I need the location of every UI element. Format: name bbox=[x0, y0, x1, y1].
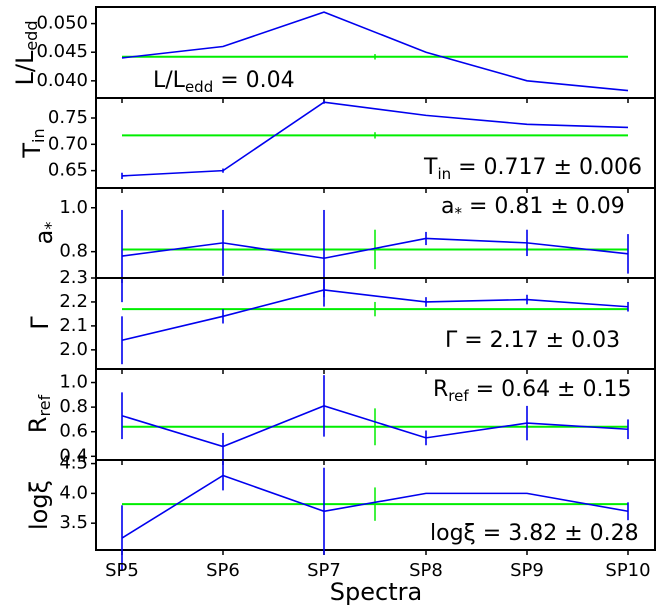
ytick-label-gamma-3: 2.3 bbox=[59, 267, 88, 288]
ytick-label-tin-1: 0.70 bbox=[48, 133, 88, 154]
xtick-label-sp5: SP5 bbox=[105, 560, 139, 581]
ylabel-spin: a* bbox=[30, 222, 60, 245]
ytick-label-tin-0: 0.65 bbox=[48, 160, 88, 181]
ytick-label-lledd-1: 0.045 bbox=[36, 41, 88, 62]
ytick-label-rref-2: 0.8 bbox=[59, 396, 88, 417]
annotation-gamma: Γ = 2.17 ± 0.03 bbox=[445, 328, 620, 353]
series-line-tin bbox=[121, 101, 629, 177]
annotation-spin: a* = 0.81 ± 0.09 bbox=[441, 194, 625, 222]
xtick-label-sp6: SP6 bbox=[206, 560, 240, 581]
xtick-label-sp8: SP8 bbox=[409, 560, 443, 581]
ylabel-logxi: logξ bbox=[25, 480, 53, 530]
ytick-label-gamma-1: 2.1 bbox=[59, 315, 88, 336]
x-axis-label: Spectra bbox=[330, 578, 422, 606]
ytick-label-logxi-1: 4.0 bbox=[59, 482, 88, 503]
panels: 0.040 0.045 0.050 0.65 0.70 0.75 0.8 1.0 2.0 2.1 2… bbox=[36, 6, 656, 581]
ytick-label-rref-0: 0.4 bbox=[59, 445, 88, 466]
xtick-label-sp9: SP9 bbox=[510, 560, 544, 581]
annotation-tin: Tin = 0.717 ± 0.006 bbox=[423, 155, 642, 183]
series-line-rref bbox=[121, 405, 629, 448]
ytick-label-spin-0: 0.8 bbox=[59, 241, 88, 262]
ytick-label-lledd-0: 0.040 bbox=[36, 70, 88, 91]
series-line-lledd bbox=[121, 11, 629, 92]
ytick-label-lledd-2: 0.050 bbox=[36, 13, 88, 34]
series-line-logxi bbox=[121, 474, 629, 539]
annotation-logxi: logξ = 3.82 ± 0.28 bbox=[430, 521, 639, 546]
ytick-label-rref-3: 1.0 bbox=[59, 372, 88, 393]
ylabel-rref: Rref bbox=[24, 394, 54, 433]
xtick-label-sp7: SP7 bbox=[307, 560, 341, 581]
ytick-label-tin-2: 0.75 bbox=[48, 107, 88, 128]
ylabel-tin: Tin bbox=[18, 128, 48, 158]
panel-frame-gamma bbox=[95, 277, 656, 370]
ylabel-gamma: Γ bbox=[26, 316, 54, 330]
ytick-label-gamma-2: 2.2 bbox=[59, 291, 88, 312]
annotation-rref: Rref = 0.64 ± 0.15 bbox=[433, 377, 631, 405]
series-line-spin bbox=[121, 237, 629, 260]
ytick-label-rref-1: 0.6 bbox=[59, 421, 88, 442]
series-line-gamma bbox=[121, 289, 629, 342]
ytick-label-logxi-0: 3.5 bbox=[59, 512, 88, 533]
annotation-lledd: L/Ledd = 0.04 bbox=[153, 68, 295, 96]
xtick-label-sp10: SP10 bbox=[605, 560, 650, 581]
panel-frame-logxi bbox=[95, 459, 656, 551]
ytick-label-spin-1: 1.0 bbox=[59, 197, 88, 218]
ytick-label-logxi-2: 4.5 bbox=[59, 453, 88, 474]
ylabel-lledd: L/Ledd bbox=[11, 21, 41, 86]
ytick-label-gamma-0: 2.0 bbox=[59, 339, 88, 360]
